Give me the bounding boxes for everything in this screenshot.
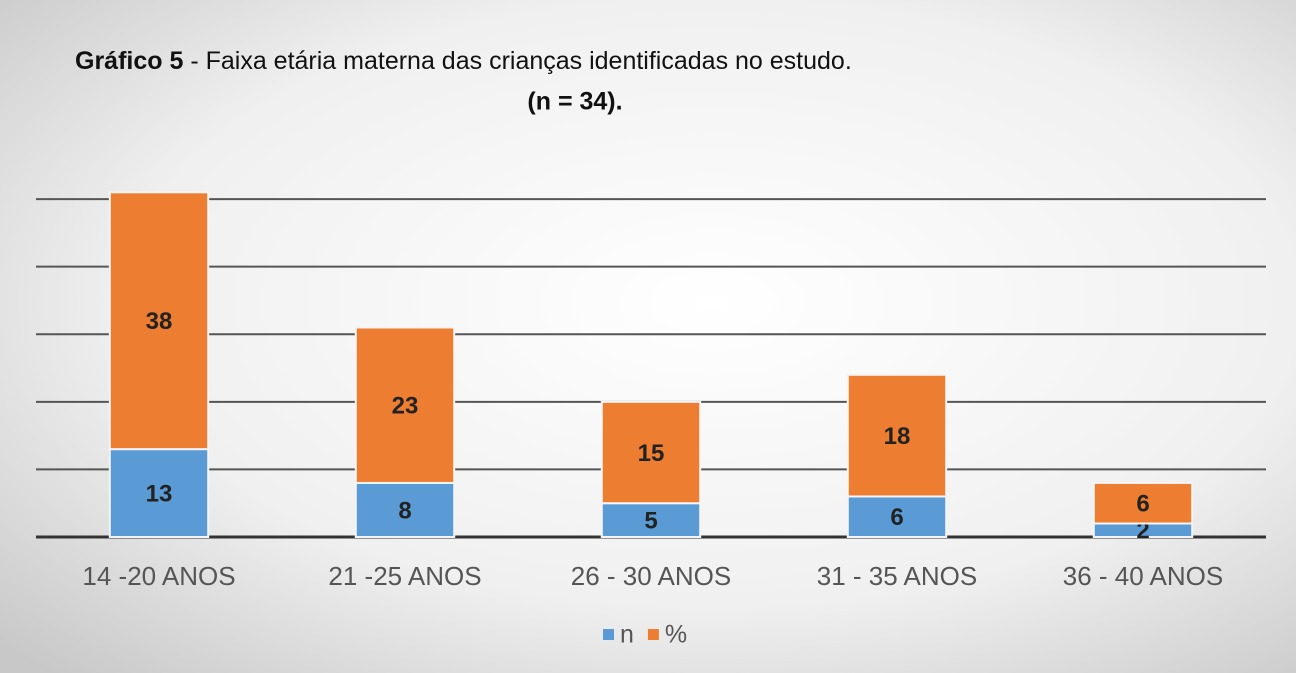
legend-swatch — [647, 629, 659, 640]
data-label: 38 — [146, 308, 173, 335]
data-label: 5 — [644, 507, 657, 534]
data-label: 8 — [398, 497, 411, 524]
legend-label: n — [620, 621, 634, 649]
bar-segment — [600, 400, 702, 505]
data-label: 15 — [638, 440, 665, 467]
chart-subtitle: (n = 34). — [527, 88, 622, 116]
chart-title: Gráfico 5 - Faixa etária materna das cri… — [75, 47, 852, 75]
bar-segment — [1092, 481, 1194, 525]
data-label: 6 — [1136, 491, 1149, 518]
data-label: 23 — [392, 393, 419, 420]
x-tick-label: 14 -20 ANOS — [82, 561, 235, 591]
bar-segment — [108, 448, 210, 539]
x-tick-label: 26 - 30 ANOS — [571, 561, 731, 591]
title-text: - Faixa etária materna das crianças iden… — [183, 47, 851, 75]
bar-segment — [846, 373, 948, 498]
x-tick-label: 21 -25 ANOS — [328, 561, 481, 591]
data-label: 6 — [890, 504, 903, 531]
legend-label: % — [665, 621, 687, 649]
title-bold: Gráfico 5 — [75, 47, 183, 75]
x-tick-label: 36 - 40 ANOS — [1063, 561, 1223, 591]
bar-segment — [108, 191, 210, 451]
data-label: 18 — [884, 423, 911, 450]
x-tick-label: 31 - 35 ANOS — [817, 561, 977, 591]
legend-swatch — [603, 629, 614, 640]
data-label: 13 — [146, 480, 173, 507]
bar-segment — [354, 326, 456, 484]
